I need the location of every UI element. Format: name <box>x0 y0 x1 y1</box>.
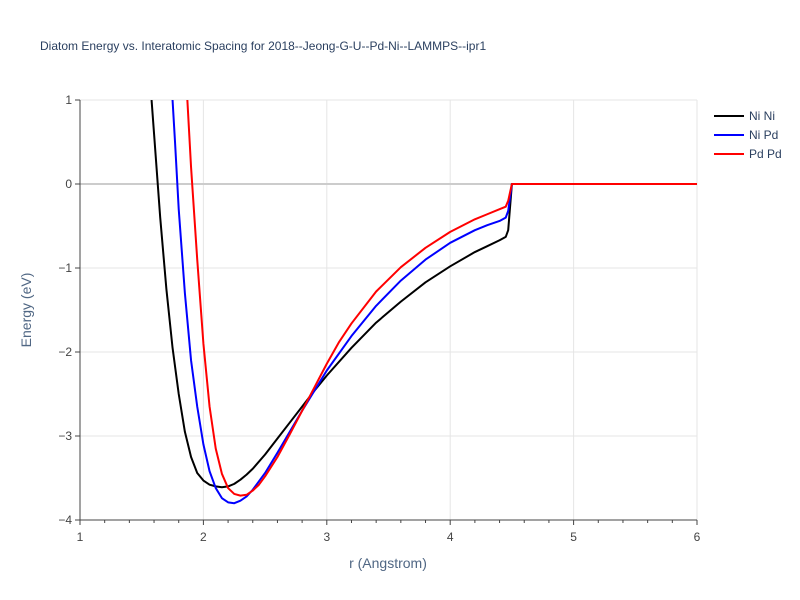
series-line-pd-pd <box>186 100 697 497</box>
y-tick-label: −4 <box>58 513 72 527</box>
x-tick-label: 1 <box>77 530 84 544</box>
legend-label: Pd Pd <box>749 147 782 161</box>
series-line-ni-pd <box>171 100 697 505</box>
y-tick-label: −3 <box>58 429 72 443</box>
x-tick-label: 4 <box>447 530 454 544</box>
series-line-ni-ni <box>150 100 697 489</box>
y-tick-label: −2 <box>58 345 72 359</box>
chart-title: Diatom Energy vs. Interatomic Spacing fo… <box>40 39 486 53</box>
y-tick-label: −1 <box>58 261 72 275</box>
x-tick-label: 3 <box>323 530 330 544</box>
tick-labels: 1 2 3 4 5 6 1 0 −1 −2 −3 −4 <box>58 93 700 544</box>
series-lines <box>150 100 697 505</box>
axes <box>75 99 698 525</box>
grid-lines <box>80 99 698 520</box>
legend-item-ni-ni[interactable]: Ni Ni <box>714 109 775 123</box>
legend-item-ni-pd[interactable]: Ni Pd <box>714 128 778 142</box>
y-axis-title: Energy (eV) <box>18 273 34 348</box>
x-tick-label: 6 <box>694 530 701 544</box>
legend-label: Ni Pd <box>749 128 778 142</box>
y-tick-label: 0 <box>65 177 72 191</box>
legend-label: Ni Ni <box>749 109 775 123</box>
x-tick-label: 5 <box>570 530 577 544</box>
x-tick-label: 2 <box>200 530 207 544</box>
x-axis-title: r (Angstrom) <box>349 555 427 571</box>
y-tick-label: 1 <box>65 93 72 107</box>
legend[interactable]: Ni Ni Ni Pd Pd Pd <box>714 109 782 161</box>
legend-item-pd-pd[interactable]: Pd Pd <box>714 147 782 161</box>
